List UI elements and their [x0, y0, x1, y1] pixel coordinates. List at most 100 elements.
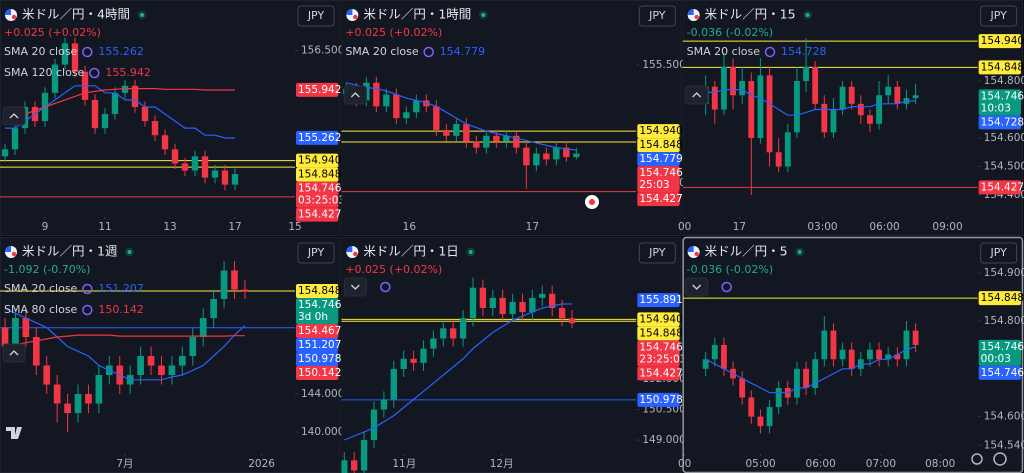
candle-body: [912, 330, 919, 345]
currency-button[interactable]: [638, 5, 676, 27]
candle-body: [360, 440, 368, 471]
price-label: [296, 130, 339, 145]
price-label-text: 154.427: [298, 209, 341, 221]
price-label-text: 154.940: [639, 125, 682, 137]
plot-area: [682, 297, 978, 434]
x-tick-label: 15: [288, 221, 301, 233]
x-tick-label: 00: [678, 458, 691, 470]
settings-icon[interactable]: [971, 453, 983, 465]
price-label: [978, 89, 1021, 116]
price-label: [296, 365, 339, 380]
candle-body: [420, 348, 427, 363]
candle-body: [876, 95, 883, 124]
candle-body: [748, 81, 755, 139]
price-label-countdown: 00:03: [981, 353, 1011, 365]
moving-average-line: [4, 88, 235, 122]
currency-button[interactable]: [638, 242, 676, 264]
candle-body: [433, 106, 440, 130]
indicator-settings-icon[interactable]: [764, 46, 776, 58]
indicator-settings-icon[interactable]: [82, 46, 93, 58]
price-change: -0.036 (-0.02%): [687, 263, 773, 276]
collapse-arrow: [350, 92, 360, 98]
refresh-icon[interactable]: [380, 281, 391, 293]
y-tick-label: 154.800: [984, 75, 1024, 87]
symbol-flag-stripe: [687, 246, 694, 252]
collapse-button[interactable]: [2, 343, 26, 363]
x-tick-label: 07:00: [866, 458, 896, 470]
refresh-icon[interactable]: [721, 281, 732, 293]
indicator-settings-icon[interactable]: [82, 304, 93, 316]
x-tick-label: 06:00: [806, 458, 836, 470]
chart-title: 米ドル／円・5: [705, 244, 788, 259]
candle-body: [857, 103, 864, 116]
candle-body: [549, 293, 556, 309]
candle-body: [711, 344, 718, 360]
currency-button[interactable]: [980, 242, 1018, 264]
indicator-settings-icon[interactable]: [82, 283, 93, 295]
collapse-arrow: [9, 113, 19, 119]
price-label: [978, 60, 1021, 75]
candle-body: [903, 330, 910, 360]
candle-body: [351, 460, 358, 471]
price-label: [296, 337, 339, 352]
candle-body: [341, 460, 348, 473]
indicator-name: SMA 20 close: [687, 45, 761, 58]
record-icon-dot: [589, 199, 595, 205]
chart-title: 米ドル／円・1週: [22, 244, 118, 259]
candle-body: [830, 109, 837, 133]
chart-panel: 154.900 154.800 154.600 154.540 00 05:00 06:00…: [678, 236, 1024, 473]
candle-body: [231, 174, 239, 185]
candle-body: [111, 92, 119, 115]
fullscreen-icon[interactable]: [993, 452, 1007, 466]
candle-body: [711, 86, 718, 110]
indicator-settings-icon[interactable]: [423, 46, 434, 58]
live-indicator-dot: [797, 250, 802, 254]
candle-body: [463, 124, 470, 142]
candle-body: [848, 86, 855, 104]
currency-button[interactable]: [297, 242, 335, 264]
indicator-value: 154.779: [440, 45, 486, 58]
candle-body: [158, 365, 165, 376]
indicator-settings-icon[interactable]: [89, 67, 100, 79]
indicator-name: SMA 20 close: [345, 45, 419, 58]
price-label-text: 154.779: [639, 153, 682, 165]
y-tick-label: 154.540: [984, 439, 1024, 451]
price-label-countdown: 03:25:03: [298, 195, 345, 207]
collapse-button[interactable]: [685, 85, 709, 105]
candle-body: [543, 153, 550, 160]
currency-button[interactable]: [980, 5, 1018, 27]
candle-body: [231, 270, 238, 290]
candle-body: [885, 354, 892, 360]
collapse-button[interactable]: [343, 85, 367, 105]
candle-body: [191, 156, 199, 171]
x-tick-label: 16: [403, 221, 417, 233]
price-change: +0.025 (+0.02%): [345, 263, 442, 276]
indicator-name: SMA 80 close: [4, 303, 78, 316]
indicator-value: 155.942: [105, 66, 151, 79]
currency-button[interactable]: [297, 5, 335, 27]
price-label-text: 150.978: [639, 394, 682, 406]
live-indicator-dot: [139, 13, 144, 17]
candle-body: [137, 356, 144, 376]
tradingview-logo: [6, 427, 22, 439]
candle-body: [794, 368, 800, 398]
candle-body: [812, 359, 819, 388]
price-label: [637, 152, 680, 167]
candle-body: [757, 75, 764, 139]
collapse-arrow: [350, 284, 360, 290]
x-tick-label: 17: [228, 221, 241, 233]
collapse-button[interactable]: [343, 277, 367, 297]
x-tick-label: 05:00: [745, 458, 775, 470]
x-tick-label: 13: [163, 221, 176, 233]
symbol-flag-dot: [11, 251, 17, 257]
candle-body: [894, 354, 901, 360]
symbol-flag-stripe: [5, 246, 11, 252]
price-label: [637, 124, 680, 139]
collapse-button[interactable]: [2, 106, 26, 126]
candle-body: [390, 368, 397, 400]
collapse-button[interactable]: [685, 277, 709, 297]
candle-body: [91, 99, 99, 129]
x-tick-label: 2026: [248, 458, 275, 470]
candle-body: [410, 358, 417, 363]
